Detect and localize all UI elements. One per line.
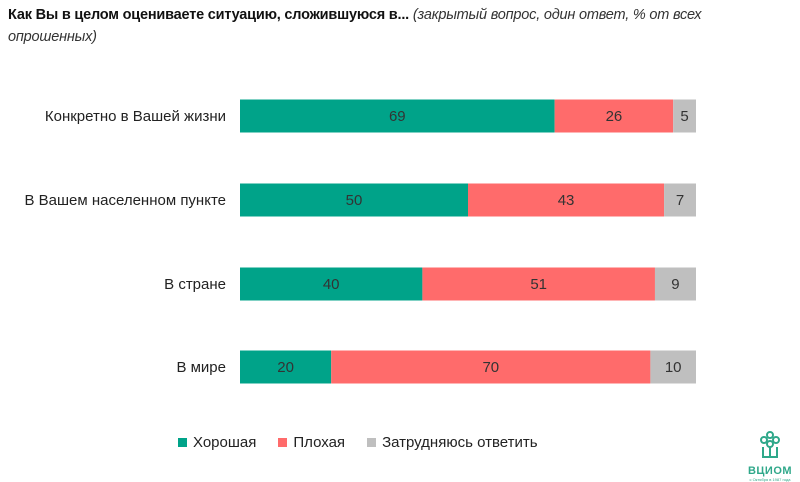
data-label: 20 bbox=[277, 359, 294, 376]
bar-segment bbox=[650, 350, 696, 384]
bar-segment bbox=[240, 350, 332, 384]
data-label: 69 bbox=[389, 108, 406, 125]
bar-segment bbox=[673, 99, 696, 133]
bar-segment bbox=[240, 99, 555, 133]
data-label: 26 bbox=[606, 108, 623, 125]
title-subtitle: (закрытый вопрос, один ответ, % от всех … bbox=[8, 7, 702, 45]
legend-label: Хорошая bbox=[193, 434, 257, 451]
data-label: 7 bbox=[676, 192, 684, 209]
logo-name: ВЦИОМ bbox=[747, 465, 793, 477]
legend-label: Затрудняюсь ответить bbox=[382, 434, 538, 451]
bar-segment bbox=[468, 183, 665, 217]
legend: Хорошая Плохая Затрудняюсь ответить bbox=[178, 434, 538, 451]
tree-logo-icon bbox=[760, 431, 780, 458]
bar-segment bbox=[554, 99, 674, 133]
data-label: 51 bbox=[530, 276, 547, 293]
bar-segment bbox=[654, 267, 696, 301]
data-label: 40 bbox=[323, 276, 340, 293]
legend-item: Затрудняюсь ответить bbox=[367, 434, 538, 451]
title-main: Как Вы в целом оцениваете ситуацию, слож… bbox=[8, 7, 409, 23]
data-label: 50 bbox=[346, 192, 363, 209]
category-label: В стране bbox=[164, 276, 226, 293]
bar-segment bbox=[240, 183, 468, 217]
legend-label: Плохая bbox=[293, 434, 346, 451]
legend-item: Хорошая bbox=[178, 434, 256, 451]
data-label: 70 bbox=[482, 359, 499, 376]
vciom-logo: ВЦИОМ с Октября в 1987 года bbox=[740, 430, 800, 482]
bar-segment bbox=[331, 350, 651, 384]
legend-swatch bbox=[178, 438, 187, 447]
bar-segment bbox=[240, 267, 423, 301]
legend-swatch bbox=[367, 438, 377, 447]
legend-swatch bbox=[278, 438, 288, 447]
chart-title: Как Вы в целом оцениваете ситуацию, слож… bbox=[8, 4, 788, 48]
data-label: 5 bbox=[680, 108, 688, 125]
category-label: В Вашем населенном пункте bbox=[24, 192, 226, 209]
category-label: Конкретно в Вашей жизни bbox=[45, 108, 226, 125]
data-label: 43 bbox=[558, 192, 575, 209]
bar-segment bbox=[664, 183, 696, 217]
data-label: 10 bbox=[665, 359, 682, 376]
logo-tagline: с Октября в 1987 года bbox=[749, 477, 791, 482]
category-label: В мире bbox=[176, 359, 226, 376]
legend-item: Плохая bbox=[278, 434, 345, 451]
bar-segment bbox=[422, 267, 655, 301]
data-label: 9 bbox=[671, 276, 679, 293]
